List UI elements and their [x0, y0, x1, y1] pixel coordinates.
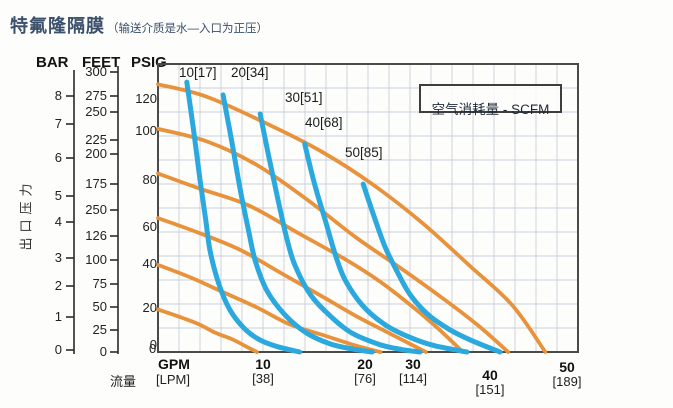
bar-tick-label: 6	[54, 150, 62, 165]
x-tick-lpm: [114]	[399, 371, 427, 386]
air-curve-label: 30[51]	[285, 90, 323, 105]
pressure-curve-2	[156, 127, 511, 354]
bar-tick-label: 4	[54, 214, 62, 229]
bar-axis-header: BAR	[36, 54, 69, 71]
bar-tick-label: 5	[54, 188, 62, 203]
x-tick-gpm: 10	[255, 356, 271, 372]
feet-tick-label: 100	[85, 252, 107, 267]
psig-tick-label: 20	[142, 300, 157, 315]
bar-tick-label: 7	[54, 116, 62, 131]
psig-tick-label: 80	[142, 172, 157, 187]
feet-tick-label: 175	[85, 176, 107, 191]
psig-tick-label: 40	[142, 256, 157, 271]
feet-axis-header: FEET	[82, 54, 121, 71]
pressure-curve-5	[156, 263, 383, 354]
origin-zero-label: 0	[149, 341, 157, 356]
x-tick-lpm: [38]	[252, 371, 274, 386]
feet-tick-label: 126	[85, 228, 107, 243]
bar-tick-label: 3	[54, 250, 62, 265]
feet-tick-label: 50	[92, 299, 107, 314]
feet-tick-label: 75	[92, 276, 107, 291]
page-title-note: （输送介质是水—入口为正压）	[107, 23, 268, 35]
psig-tick-label: 120	[135, 91, 157, 106]
air-curve-label: 40[68]	[305, 115, 343, 130]
bar-tick-label: 2	[54, 278, 62, 293]
feet-tick-label: 275	[85, 88, 107, 103]
bar-tick-label: 8	[54, 88, 62, 103]
feet-tick-label: 250	[85, 104, 107, 119]
feet-tick-label: 225	[85, 132, 107, 147]
feet-tick-label: 250	[85, 202, 107, 217]
legend-box: 空气消耗量 - SCFM	[419, 84, 562, 117]
x-tick-lpm: [189]	[552, 374, 582, 389]
feet-tick-label: 25	[92, 322, 107, 337]
x-tick-gpm: 50	[559, 359, 575, 375]
x-tick-lpm: [151]	[475, 382, 505, 397]
bar-tick-label: 1	[54, 309, 62, 324]
feet-tick-label: 300	[85, 64, 107, 79]
bar-tick-label: 0	[54, 342, 62, 357]
air-curve-label: 10[17]	[179, 65, 217, 80]
air-curve-2	[220, 92, 375, 355]
air-curve-5	[360, 181, 503, 355]
air-curve-3	[257, 111, 423, 355]
x-axis-unit-lpm: [LPM]	[156, 372, 190, 387]
bar-axis	[66, 70, 75, 354]
feet-tick-label: 0	[99, 344, 107, 359]
x-axis-name: 流量	[110, 374, 137, 389]
air-curve-1	[184, 79, 303, 355]
legend-label: 空气消耗量 - SCFM	[431, 102, 550, 117]
feet-axis	[110, 66, 119, 354]
pressure-curve-6	[156, 307, 259, 354]
x-tick-gpm: 30	[405, 356, 421, 372]
x-tick-gpm: 40	[482, 367, 498, 383]
air-curve-label: 50[85]	[345, 145, 383, 160]
air-curve-label: 20[34]	[231, 65, 269, 80]
psig-tick-label: 60	[142, 219, 157, 234]
feet-tick-label: 200	[85, 146, 107, 161]
air-curve-4	[302, 141, 470, 355]
pressure-curve-3	[156, 171, 465, 354]
psig-tick-label: 100	[135, 123, 157, 138]
x-tick-lpm: [76]	[354, 371, 376, 386]
x-tick-gpm: 20	[357, 356, 373, 372]
page-title-main: 特氟隆隔膜	[10, 16, 105, 36]
x-axis-unit-gpm: GPM	[158, 356, 190, 372]
psig-tick-label: 0	[149, 337, 157, 352]
page-title: 特氟隆隔膜 （输送介质是水—入口为正压）	[10, 12, 268, 38]
